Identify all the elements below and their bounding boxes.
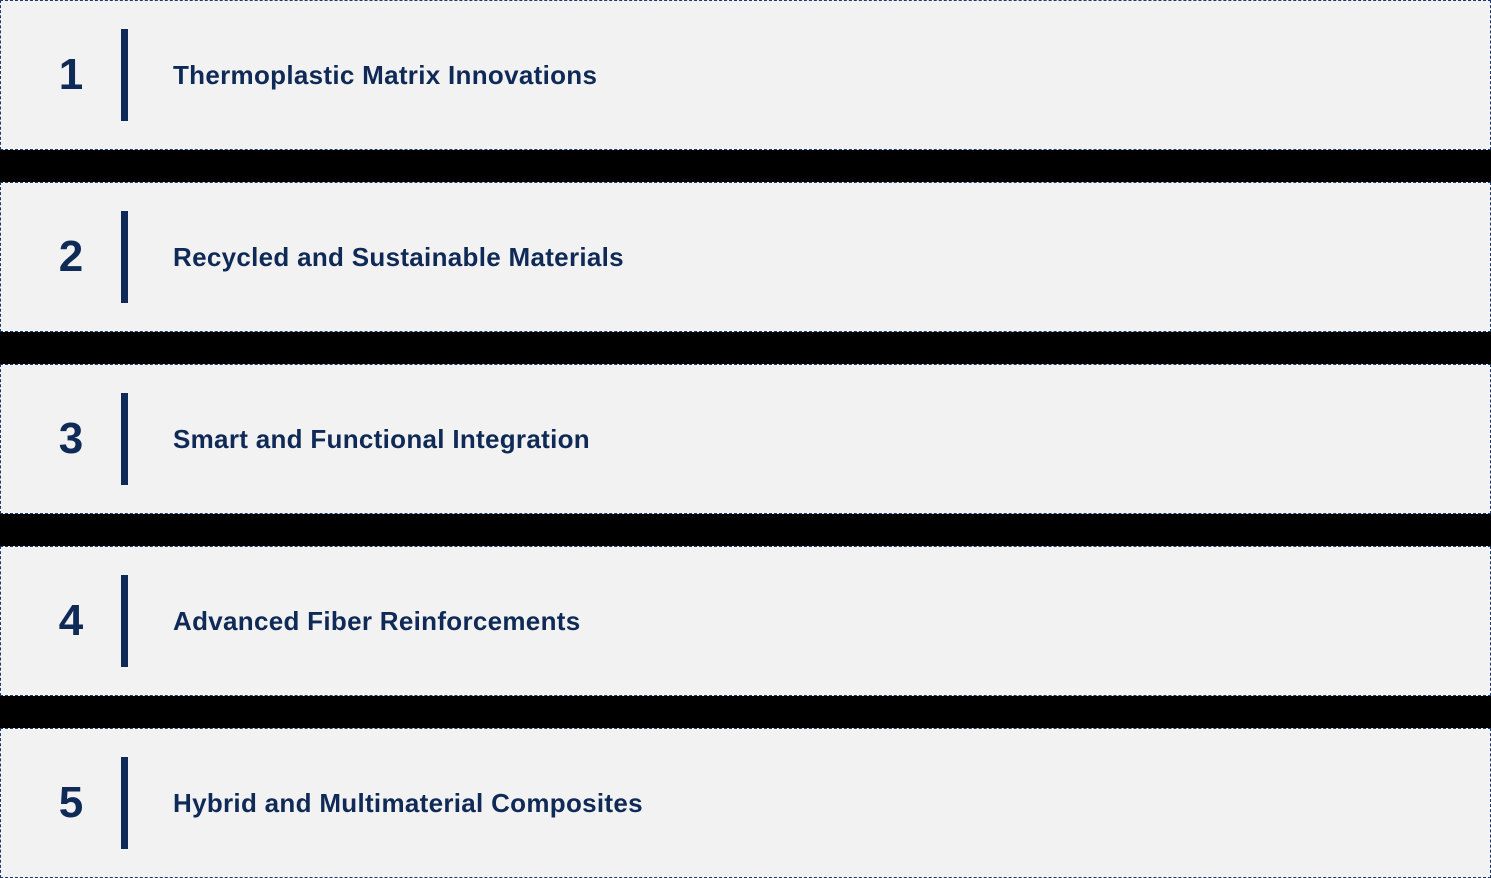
row-gap [0, 696, 1491, 728]
row-gap [0, 150, 1491, 182]
row-label: Hybrid and Multimaterial Composites [173, 788, 643, 819]
row-number: 1 [31, 50, 111, 100]
vertical-divider [121, 757, 128, 849]
list-container: 1 Thermoplastic Matrix Innovations 2 Rec… [0, 0, 1491, 878]
vertical-divider [121, 575, 128, 667]
list-row: 3 Smart and Functional Integration [0, 364, 1491, 514]
list-row: 1 Thermoplastic Matrix Innovations [0, 0, 1491, 150]
row-label: Recycled and Sustainable Materials [173, 242, 624, 273]
vertical-divider [121, 29, 128, 121]
row-label: Thermoplastic Matrix Innovations [173, 60, 597, 91]
row-number: 2 [31, 232, 111, 282]
list-row: 2 Recycled and Sustainable Materials [0, 182, 1491, 332]
list-row: 4 Advanced Fiber Reinforcements [0, 546, 1491, 696]
row-label: Advanced Fiber Reinforcements [173, 606, 580, 637]
row-number: 4 [31, 596, 111, 646]
row-label: Smart and Functional Integration [173, 424, 590, 455]
vertical-divider [121, 211, 128, 303]
row-number: 3 [31, 414, 111, 464]
row-number: 5 [31, 778, 111, 828]
row-gap [0, 514, 1491, 546]
row-gap [0, 332, 1491, 364]
list-row: 5 Hybrid and Multimaterial Composites [0, 728, 1491, 878]
vertical-divider [121, 393, 128, 485]
